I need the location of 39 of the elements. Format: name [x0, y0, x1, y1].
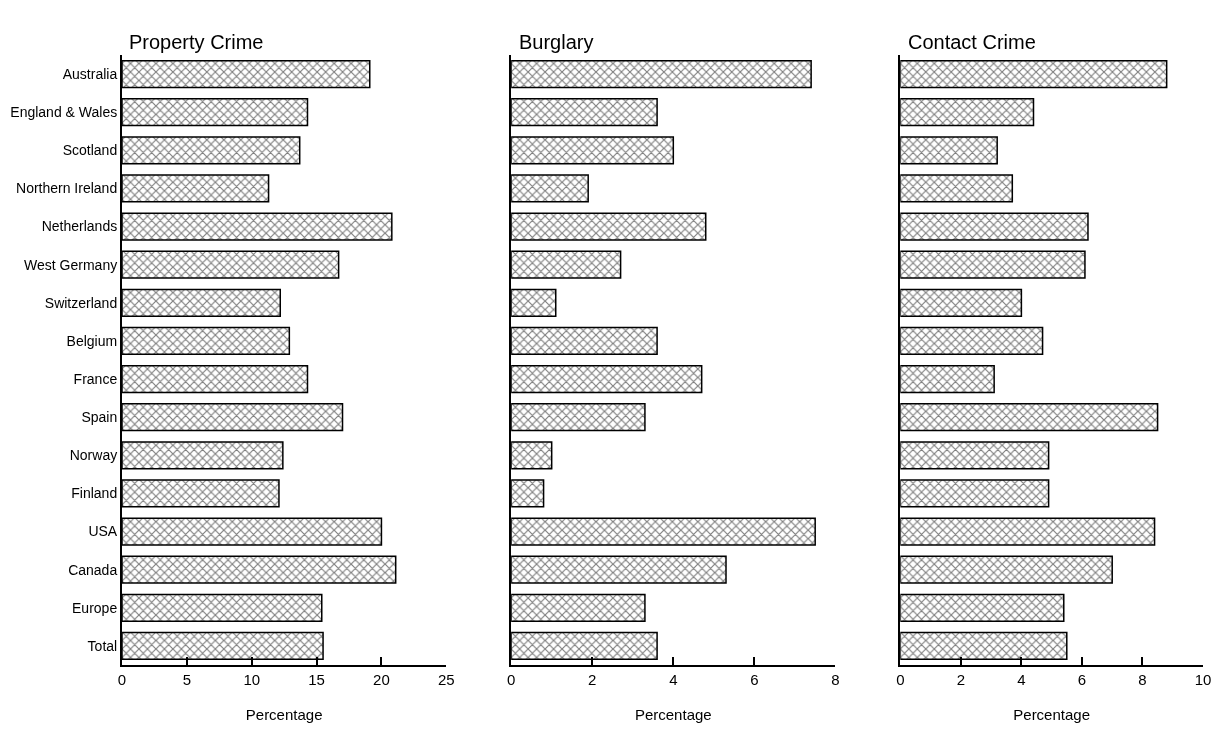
y-tick-label: Northern Ireland	[16, 180, 118, 197]
x-tick-label: 4	[1017, 671, 1026, 688]
chart-title: Property Crime	[129, 31, 264, 53]
y-tick-label: Scotland	[62, 142, 118, 159]
x-tick-label: 8	[1138, 671, 1147, 688]
y-tick-label: Belgium	[66, 332, 118, 349]
x-tick-label: 10	[1194, 671, 1212, 688]
x-tick-label: 4	[669, 671, 678, 688]
x-tick-label: 6	[750, 671, 759, 688]
y-tick-label: Europe	[72, 599, 118, 616]
x-axis-title: Percentage	[634, 705, 712, 723]
y-tick-label: Finland	[71, 485, 118, 502]
y-tick-label: Canada	[68, 561, 118, 578]
y-tick-label: Spain	[81, 409, 118, 426]
y-tick-label: Australia	[62, 65, 118, 82]
x-tick-label: 0	[896, 671, 905, 688]
y-tick-label: Switzerland	[44, 294, 118, 311]
y-tick-label: France	[73, 370, 118, 387]
y-tick-label: West Germany	[24, 256, 118, 273]
x-tick-label: 15	[308, 671, 325, 688]
y-tick-label: Netherlands	[41, 218, 118, 235]
chart-title: Contact Crime	[908, 31, 1036, 53]
x-tick-label: 0	[506, 671, 516, 688]
y-tick-label: USA	[88, 523, 118, 540]
x-tick-label: 10	[243, 671, 261, 688]
x-tick-label: 2	[588, 671, 597, 688]
x-tick-label: 20	[373, 671, 390, 688]
y-tick-label: Norway	[69, 447, 118, 464]
x-tick-label: 2	[956, 671, 966, 688]
chart-title: Burglary	[519, 31, 594, 53]
x-axis-title: Percentage	[1013, 705, 1091, 723]
x-tick-label: 0	[117, 671, 127, 688]
x-axis-title: Percentage	[245, 705, 323, 723]
x-tick-label: 5	[182, 671, 192, 688]
x-tick-label: 6	[1077, 671, 1087, 688]
y-tick-label: England & Wales	[10, 104, 118, 121]
x-tick-label: 25	[437, 671, 455, 688]
y-tick-label: Total	[87, 637, 118, 654]
x-tick-label: 8	[831, 671, 840, 688]
